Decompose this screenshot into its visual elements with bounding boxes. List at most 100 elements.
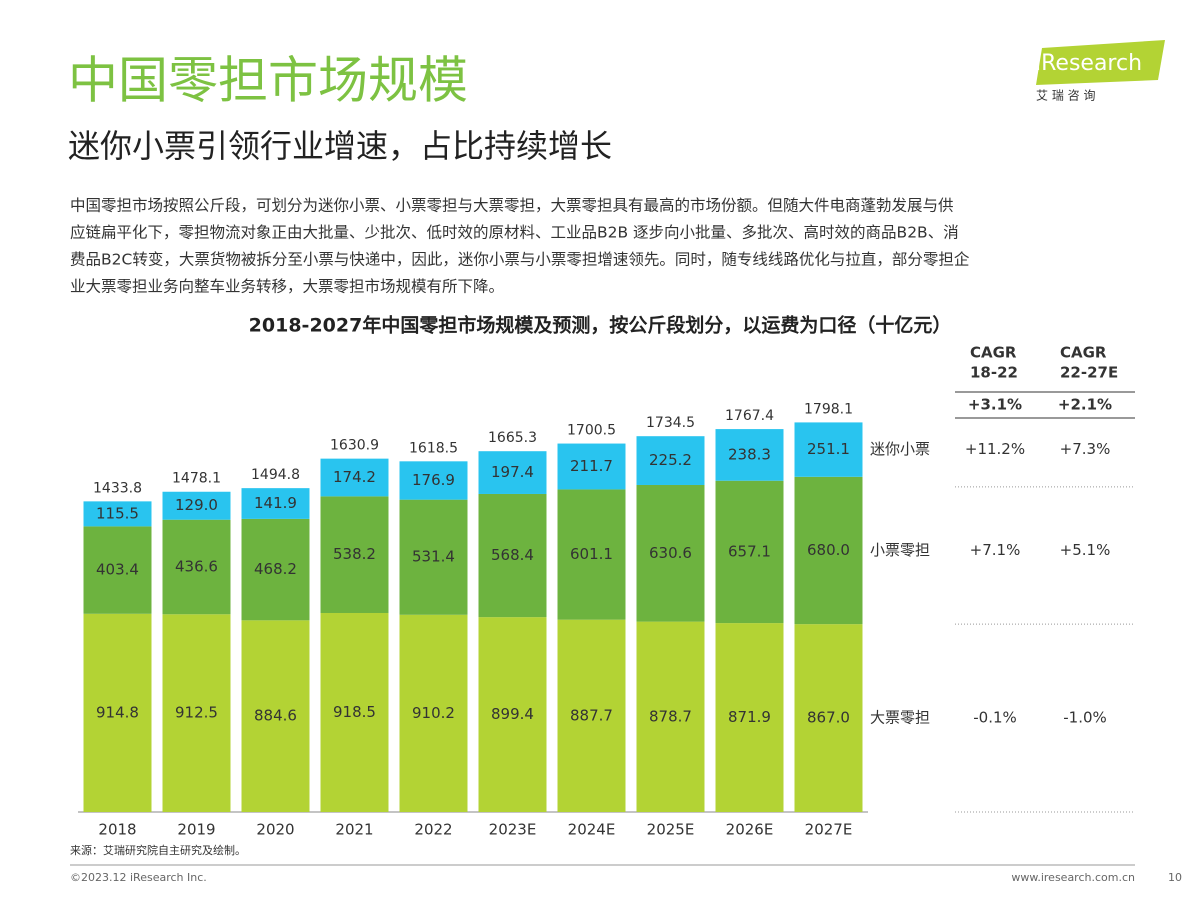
bar-segment (83, 526, 152, 614)
value-label: 912.5 (175, 704, 218, 722)
page-number: 10 (1168, 871, 1182, 884)
cagr-value: -0.1% (973, 709, 1017, 727)
legend-label: 大票零担 (870, 709, 930, 727)
value-label: 878.7 (649, 707, 692, 725)
value-label: 914.8 (96, 703, 139, 721)
bar-segment (320, 496, 389, 613)
value-label: 436.6 (175, 557, 218, 575)
bar-segment (557, 489, 626, 620)
legend-label: 迷你小票 (870, 440, 930, 458)
value-label: 176.9 (412, 471, 455, 489)
bar-segment (636, 436, 705, 485)
bar-segment (320, 612, 389, 812)
bar-segment (162, 491, 231, 520)
cagr-value: +5.1% (1060, 541, 1111, 559)
bar-segment (478, 493, 547, 618)
cagr-value: +7.3% (1060, 440, 1111, 458)
value-label: 174.2 (333, 468, 376, 486)
bar-segment (715, 623, 784, 812)
value-label: 197.4 (491, 463, 534, 481)
bar-segment (794, 422, 863, 477)
total-label: 1478.1 (172, 471, 221, 487)
value-label: 238.3 (728, 445, 771, 463)
value-label: 657.1 (728, 542, 771, 560)
source: 来源：艾瑞研究院自主研究及绘制。 (70, 843, 246, 857)
bar-segment (636, 484, 705, 622)
value-label: 910.2 (412, 704, 455, 722)
value-label: 251.1 (807, 440, 850, 458)
bar-segment (715, 429, 784, 481)
bar-segment (399, 614, 468, 812)
value-label: 568.4 (491, 546, 534, 564)
url: www.iresearch.com.cn (1011, 871, 1135, 884)
cagr-header: CAGR (1060, 344, 1107, 362)
bar-segment (557, 619, 626, 812)
total-label: 1734.5 (646, 415, 695, 431)
value-label: 867.0 (807, 709, 850, 727)
total-label: 1665.3 (488, 430, 537, 446)
cagr-header: 18-22 (970, 364, 1018, 382)
value-label: 871.9 (728, 708, 771, 726)
cagr-value: -1.0% (1063, 709, 1107, 727)
chart-title: 2018-2027年中国零担市场规模及预测，按公斤段划分，以运费为口径（十亿元） (249, 314, 952, 337)
cagr-header: CAGR (970, 344, 1017, 362)
bar-segment (241, 488, 310, 519)
legend-label: 小票零担 (870, 541, 930, 559)
total-label: 1700.5 (567, 423, 616, 439)
value-label: 403.4 (96, 561, 139, 579)
bar-segment (162, 614, 231, 812)
copyright: ©2023.12 iResearch Inc. (70, 871, 207, 884)
bar-segment (241, 620, 310, 812)
x-tick-label: 2027E (805, 821, 853, 839)
bar-segment (478, 617, 547, 812)
value-label: 211.7 (570, 457, 613, 475)
bar-segment (636, 621, 705, 812)
value-label: 680.0 (807, 541, 850, 559)
value-label: 538.2 (333, 545, 376, 563)
x-tick-label: 2018 (98, 821, 136, 839)
cagr-total: +3.1% (968, 396, 1022, 414)
bar-segment (399, 461, 468, 500)
value-label: 899.4 (491, 705, 534, 723)
logo-shape (1036, 40, 1165, 85)
body-text: 费品B2C转变，大票货物被拆分至小票与快递中，因此，迷你小票与小票零担增速领先。… (70, 251, 970, 269)
bar-segment (83, 613, 152, 812)
x-tick-label: 2020 (256, 821, 294, 839)
bar-segment (715, 480, 784, 624)
logo: iResearch (1035, 51, 1142, 76)
value-label: 141.9 (254, 494, 297, 512)
x-tick-label: 2025E (647, 821, 695, 839)
value-label: 531.4 (412, 548, 455, 566)
value-label: 129.0 (175, 496, 218, 514)
cagr-header: 22-27E (1060, 364, 1118, 382)
x-tick-label: 2026E (726, 821, 774, 839)
value-label: 918.5 (333, 703, 376, 721)
cagr-total: +2.1% (1058, 396, 1112, 414)
total-label: 1618.5 (409, 440, 458, 456)
value-label: 630.6 (649, 544, 692, 562)
total-label: 1494.8 (251, 467, 300, 483)
body-text: 中国零担市场按照公斤段，可划分为迷你小票、小票零担与大票零担，大票零担具有最高的… (70, 197, 954, 215)
x-tick-label: 2023E (489, 821, 537, 839)
value-label: 884.6 (254, 707, 297, 725)
cagr-value: +7.1% (970, 541, 1021, 559)
x-tick-label: 2019 (177, 821, 215, 839)
logo-sub: 艾 瑞 咨 询 (1036, 88, 1095, 103)
bar-segment (83, 501, 152, 527)
slide-subtitle: 迷你小票引领行业增速，占比持续增长 (68, 127, 612, 165)
bar-segment (241, 518, 310, 621)
bar-segment (478, 451, 547, 494)
total-label: 1767.4 (725, 408, 774, 424)
value-label: 887.7 (570, 706, 613, 724)
body-text: 应链扁平化下，零担物流对象正由大批量、少批次、低时效的原材料、工业品B2B 逐步… (70, 223, 959, 242)
cagr-value: +11.2% (965, 440, 1025, 458)
x-tick-label: 2024E (568, 821, 616, 839)
bar-segment (794, 476, 863, 625)
value-label: 225.2 (649, 451, 692, 469)
value-label: 601.1 (570, 545, 613, 563)
x-tick-label: 2022 (414, 821, 452, 839)
bar-segment (557, 443, 626, 490)
bar-segment (794, 624, 863, 812)
bar-segment (162, 519, 231, 615)
